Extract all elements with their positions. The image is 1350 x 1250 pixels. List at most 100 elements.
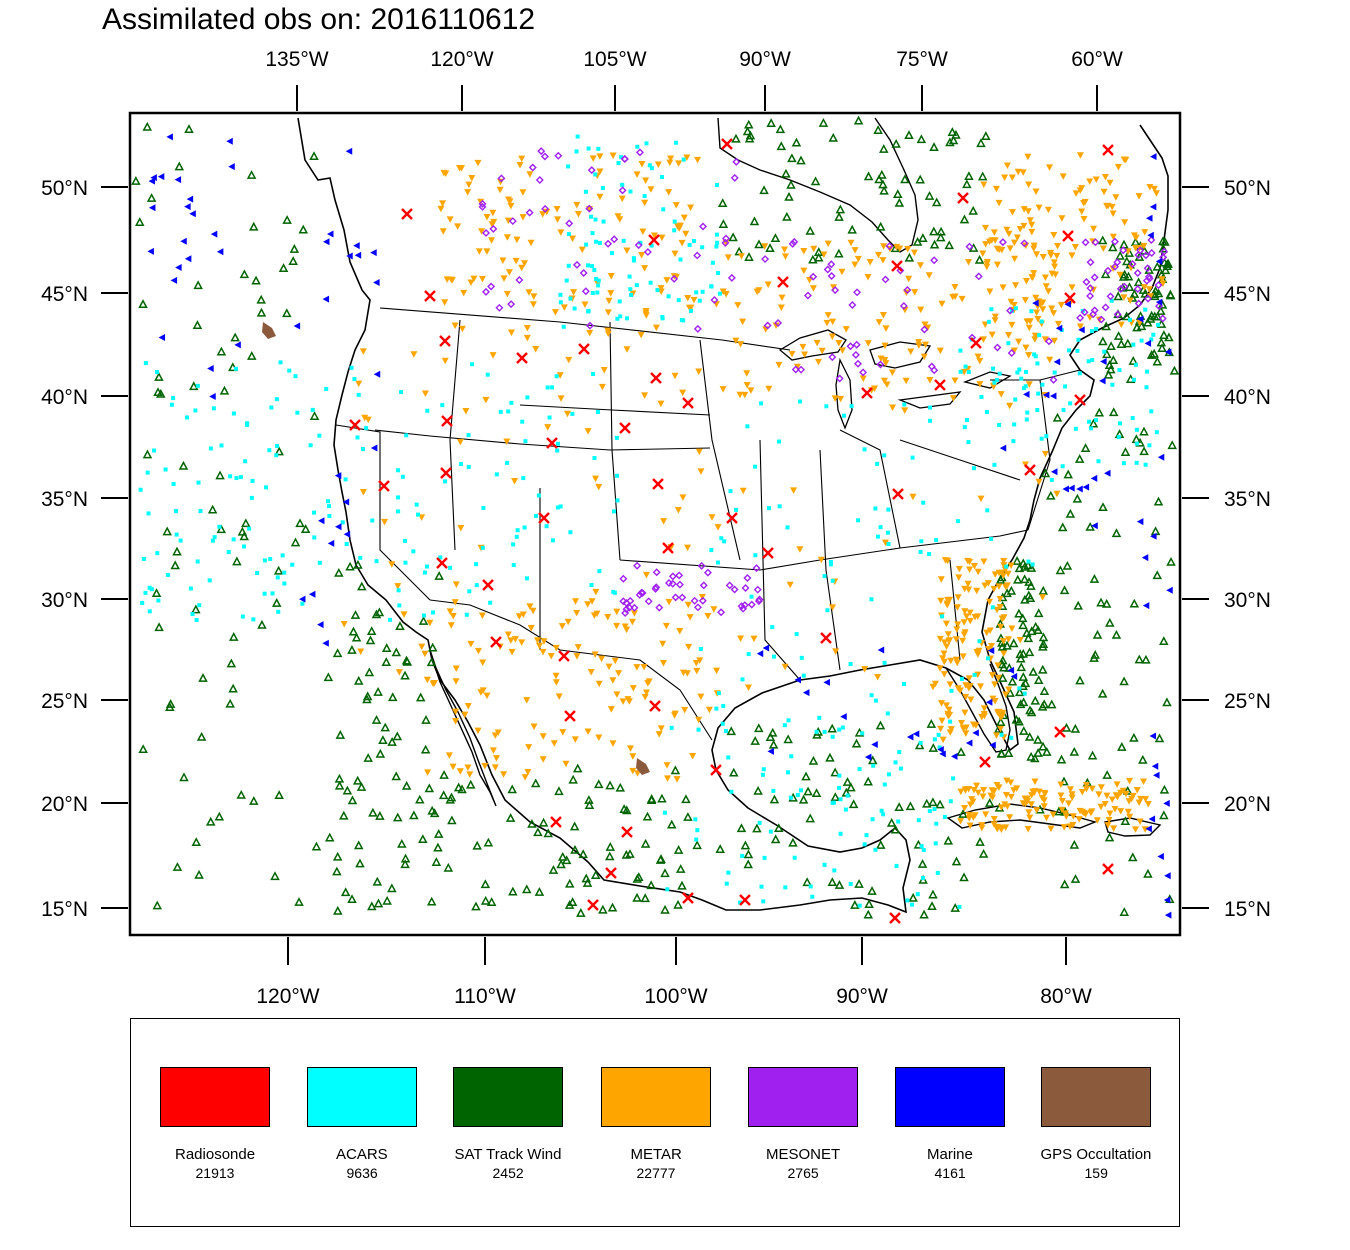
sat-track-wind-marker bbox=[1119, 907, 1130, 916]
metar-marker bbox=[799, 343, 807, 351]
metar-marker bbox=[684, 295, 692, 302]
metar-marker bbox=[1126, 777, 1134, 785]
metar-marker bbox=[739, 487, 747, 495]
metar-marker bbox=[464, 189, 472, 196]
sat-track-wind-marker bbox=[928, 797, 938, 807]
metar-marker bbox=[965, 811, 973, 819]
acars-marker bbox=[267, 448, 272, 453]
acars-marker bbox=[919, 539, 924, 544]
sat-track-wind-marker bbox=[1108, 407, 1119, 417]
acars-marker bbox=[1145, 369, 1150, 374]
acars-marker bbox=[295, 410, 300, 415]
metar-marker bbox=[747, 387, 755, 394]
acars-marker bbox=[1017, 686, 1022, 691]
sat-track-wind-marker bbox=[162, 526, 172, 536]
metar-marker bbox=[676, 628, 684, 635]
sat-track-wind-marker bbox=[350, 610, 361, 619]
acars-marker bbox=[586, 146, 591, 151]
mesonet-marker bbox=[478, 199, 487, 208]
acars-marker bbox=[1060, 464, 1065, 469]
metar-marker bbox=[981, 582, 989, 590]
sat-track-wind-marker bbox=[877, 169, 887, 179]
acars-marker bbox=[949, 688, 954, 693]
mesonet-marker bbox=[881, 275, 890, 284]
sat-track-wind-marker bbox=[397, 838, 407, 848]
acars-marker bbox=[620, 182, 625, 187]
sat-track-wind-marker bbox=[875, 840, 886, 849]
marine-marker bbox=[1164, 872, 1171, 880]
acars-marker bbox=[822, 862, 827, 867]
metar-marker bbox=[832, 648, 840, 655]
metar-marker bbox=[573, 609, 581, 617]
mesonet-marker bbox=[853, 288, 862, 297]
metar-marker bbox=[504, 217, 512, 225]
radiosonde-marker bbox=[957, 192, 969, 204]
acars-marker bbox=[1133, 362, 1138, 367]
metar-marker bbox=[1093, 817, 1101, 824]
metar-marker bbox=[1058, 806, 1066, 814]
metar-marker bbox=[761, 243, 769, 250]
mesonet-marker bbox=[761, 255, 770, 264]
metar-marker bbox=[985, 646, 993, 653]
acars-marker bbox=[597, 240, 602, 245]
metar-marker bbox=[809, 285, 817, 292]
metar-marker bbox=[1080, 216, 1088, 223]
metar-marker bbox=[996, 595, 1004, 603]
sat-track-wind-marker bbox=[863, 776, 873, 786]
metar-marker bbox=[446, 216, 454, 223]
radiosonde-marker bbox=[777, 276, 789, 288]
radiosonde-marker bbox=[934, 379, 946, 391]
sat-track-wind-marker bbox=[915, 174, 925, 184]
acars-marker bbox=[698, 646, 703, 651]
metar-marker bbox=[879, 257, 887, 264]
acars-marker bbox=[618, 314, 623, 319]
metar-marker bbox=[654, 161, 662, 169]
metar-marker bbox=[1000, 650, 1008, 657]
acars-marker bbox=[881, 812, 886, 817]
legend-item-mesonet: MESONET 2765 bbox=[748, 1019, 888, 1219]
acars-marker bbox=[352, 377, 357, 382]
mesonet-marker bbox=[788, 239, 797, 248]
sat-track-wind-marker bbox=[924, 190, 935, 200]
sat-track-wind-marker bbox=[1113, 331, 1124, 340]
metar-marker bbox=[1039, 299, 1047, 306]
mesonet-marker bbox=[671, 593, 680, 602]
acars-marker bbox=[695, 828, 700, 833]
metar-marker bbox=[1105, 816, 1113, 824]
acars-marker bbox=[768, 829, 773, 834]
metar-marker bbox=[997, 391, 1005, 398]
marine-marker bbox=[987, 647, 995, 655]
sat-track-wind-marker bbox=[239, 531, 249, 541]
metar-marker bbox=[851, 261, 859, 268]
metar-marker bbox=[642, 571, 650, 579]
metar-marker bbox=[496, 186, 504, 194]
acars-marker bbox=[1035, 361, 1040, 366]
metar-marker bbox=[966, 558, 974, 566]
acars-marker bbox=[886, 542, 891, 547]
sat-track-wind-marker bbox=[1019, 726, 1029, 735]
marine-marker bbox=[370, 444, 378, 452]
acars-marker bbox=[829, 562, 834, 567]
acars-marker bbox=[1049, 477, 1054, 482]
metar-marker bbox=[584, 728, 592, 736]
metar-marker bbox=[954, 621, 962, 628]
acars-marker bbox=[1033, 354, 1038, 359]
metar-marker bbox=[1050, 337, 1058, 345]
metar-marker bbox=[944, 710, 952, 718]
sat-track-wind-marker bbox=[1012, 556, 1022, 565]
sat-track-wind-marker bbox=[345, 561, 355, 571]
mesonet-marker bbox=[1159, 253, 1168, 262]
acars-marker bbox=[217, 524, 222, 529]
sat-track-wind-marker bbox=[290, 537, 301, 547]
sat-track-wind-marker bbox=[226, 658, 237, 668]
mesonet-marker bbox=[610, 235, 619, 244]
sat-track-wind-marker bbox=[427, 642, 438, 652]
mesonet-marker bbox=[482, 228, 491, 237]
metar-marker bbox=[687, 204, 695, 212]
metar-marker bbox=[410, 351, 418, 358]
metar-marker bbox=[916, 262, 924, 269]
sat-track-wind-marker bbox=[1026, 580, 1036, 590]
metar-marker bbox=[1146, 293, 1154, 300]
sat-track-wind-marker bbox=[443, 862, 454, 872]
metar-marker bbox=[1008, 209, 1016, 216]
